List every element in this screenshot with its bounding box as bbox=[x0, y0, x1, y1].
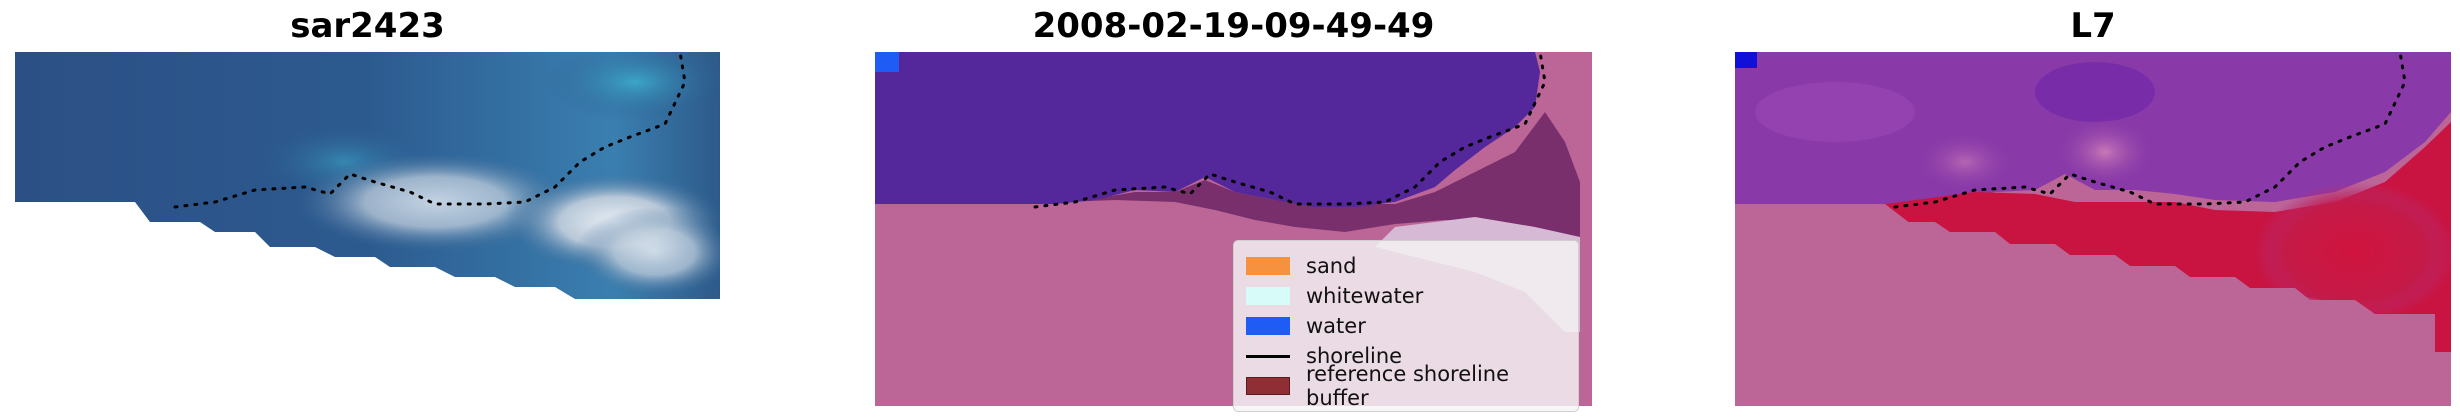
legend-swatch-shoreline bbox=[1246, 354, 1290, 358]
shoreline-l7 bbox=[1893, 52, 2407, 209]
legend-label-shoreline: shoreline bbox=[1306, 344, 1403, 368]
legend-label-whitewater: whitewater bbox=[1306, 284, 1424, 308]
legend-swatch-whitewater bbox=[1246, 287, 1290, 305]
legend-swatch-water bbox=[1246, 317, 1290, 335]
shoreline-rgb bbox=[173, 52, 687, 209]
legend-label-water: water bbox=[1306, 314, 1366, 338]
legend-item-whitewater: whitewater bbox=[1246, 281, 1566, 311]
rgb-image bbox=[15, 52, 720, 316]
panel-title-l7: L7 bbox=[2070, 6, 2116, 46]
legend-label-buffer: reference shoreline buffer bbox=[1306, 362, 1510, 410]
legend-label-sand: sand bbox=[1306, 254, 1357, 278]
legend-item-sand: sand bbox=[1246, 251, 1566, 281]
legend-item-shoreline: shoreline bbox=[1246, 341, 1566, 371]
l7-image-svg bbox=[1735, 52, 2451, 406]
panel-title-rgb: sar2423 bbox=[290, 6, 445, 46]
panel-rgb: sar2423 bbox=[0, 0, 760, 420]
legend-swatch-buffer bbox=[1246, 377, 1290, 395]
shoreline-classified bbox=[1033, 52, 1547, 209]
l7-image bbox=[1735, 52, 2451, 406]
legend: sand whitewater water shoreline referenc… bbox=[1233, 240, 1579, 412]
legend-swatch-sand bbox=[1246, 257, 1290, 275]
rgb-image-svg bbox=[15, 52, 720, 316]
legend-item-water: water bbox=[1246, 311, 1566, 341]
panel-title-classified: 2008-02-19-09-49-49 bbox=[1032, 6, 1435, 46]
panel-classified: 2008-02-19-09-49-49 bbox=[875, 6, 1592, 412]
legend-item-buffer: reference shoreline buffer bbox=[1246, 362, 1566, 410]
